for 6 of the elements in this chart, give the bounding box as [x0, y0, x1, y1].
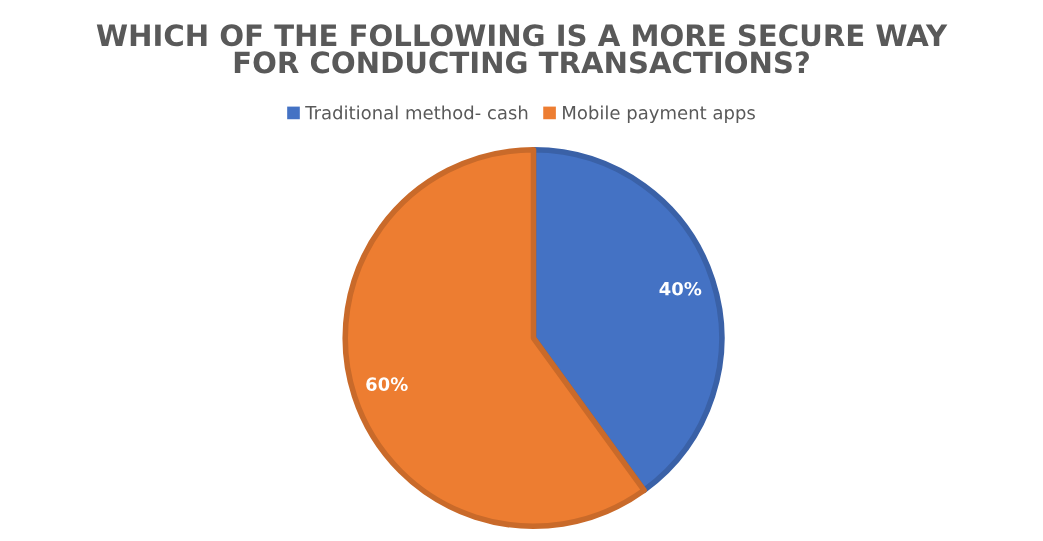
- chart-title: WHICH OF THE FOLLOWING IS A MORE SECURE WAY FOR CONDUCTING TRANSACTIONS?: [96, 24, 948, 74]
- data-label: 60%: [366, 377, 408, 391]
- data-label: 40%: [659, 281, 702, 296]
- legend-label: Mobile payment apps: [563, 105, 755, 123]
- pie-slice: [342, 146, 647, 530]
- legend-label: Traditional method- cash: [305, 105, 528, 120]
